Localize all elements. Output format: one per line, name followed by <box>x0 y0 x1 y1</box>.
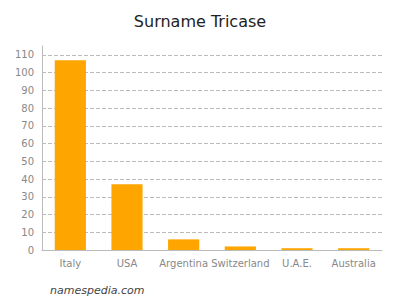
svg-text:Argentina: Argentina <box>159 258 208 269</box>
svg-text:namespedia.com: namespedia.com <box>50 284 144 297</box>
svg-text:30: 30 <box>21 191 34 202</box>
svg-text:40: 40 <box>21 174 34 185</box>
svg-text:Surname Tricase: Surname Tricase <box>134 12 266 31</box>
svg-text:100: 100 <box>15 67 34 78</box>
svg-text:20: 20 <box>21 209 34 220</box>
svg-text:Italy: Italy <box>59 258 81 269</box>
svg-text:0: 0 <box>28 245 34 256</box>
svg-text:U.A.E.: U.A.E. <box>282 258 312 269</box>
svg-text:110: 110 <box>15 49 34 60</box>
svg-text:90: 90 <box>21 85 34 96</box>
svg-text:USA: USA <box>117 258 138 269</box>
svg-text:Australia: Australia <box>332 258 376 269</box>
svg-text:80: 80 <box>21 103 34 114</box>
svg-text:70: 70 <box>21 120 34 131</box>
svg-text:Switzerland: Switzerland <box>211 258 269 269</box>
svg-text:50: 50 <box>21 156 34 167</box>
svg-text:60: 60 <box>21 138 34 149</box>
svg-text:10: 10 <box>21 227 34 238</box>
